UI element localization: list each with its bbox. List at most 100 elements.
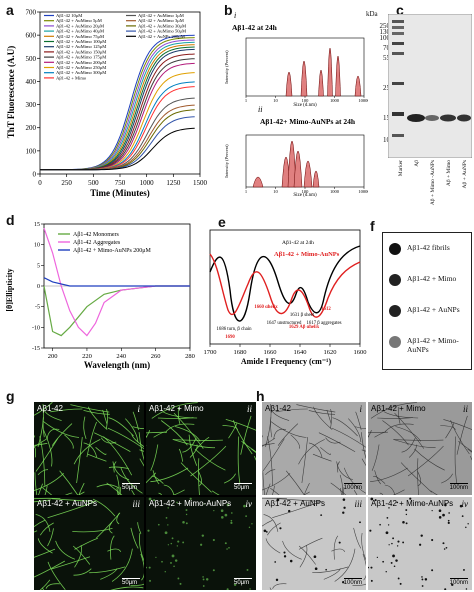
- panel-h-tile: Aβ1-42 + Mimo ii 100nm: [368, 402, 472, 495]
- panel-e-annotation-black: 1686 turn, β chain: [217, 327, 253, 332]
- panel-particle: [448, 512, 450, 514]
- panel-fibril: [173, 412, 204, 449]
- panel-a-ytick-label: 500: [26, 55, 37, 63]
- panel-particle: [226, 548, 228, 550]
- panel-fibril: [393, 439, 444, 441]
- panel-a-ytick-label: 400: [26, 78, 37, 86]
- panel-particle: [164, 571, 166, 573]
- panel-g-tile-title: Aβ1-42 + Mimo: [149, 404, 204, 413]
- panel-fibril: [87, 453, 107, 462]
- panel-fibril: [105, 408, 108, 429]
- panel-a-xtick-label: 1000: [140, 179, 155, 187]
- panel-fibril: [95, 446, 107, 455]
- panel-a-xtick-label: 1500: [193, 179, 208, 187]
- panel-fibril: [348, 418, 362, 443]
- panel-h-tile-number: iv: [461, 499, 469, 509]
- panel-particle: [230, 521, 233, 524]
- panel-a-label: a: [6, 2, 14, 18]
- panel-fibril: [272, 583, 287, 589]
- panel-fibril: [89, 566, 126, 574]
- panel-fibril: [116, 512, 120, 525]
- panel-g-image: [146, 402, 256, 495]
- panel-d-legend-label: Aβ1-42 + Mimo-AuNPs 200μM: [73, 248, 151, 254]
- panel-c-kda: kDa: [366, 10, 378, 18]
- panel-e-xtick-label: 1640: [294, 349, 307, 356]
- panel-c-marker-label: 10: [383, 136, 390, 144]
- panel-g-tile-number: i: [137, 404, 140, 414]
- panel-fibril: [139, 449, 144, 452]
- panel-fibril: [318, 432, 356, 452]
- panel-h-image: [262, 497, 366, 590]
- panel-fibril: [368, 431, 388, 434]
- panel-a-legend-label: Aβ1-42 + AuMimo 40μM: [56, 29, 104, 34]
- panel-d-series-line: [43, 277, 190, 287]
- panel-a-legend-label: Aβ1-42 + AuMimo 1μM: [138, 13, 184, 18]
- panel-f-row-label: Aβ1-42 + Mimo: [407, 274, 457, 283]
- panel-b-peaks-ii: 1 10 100 1000 10000: [245, 140, 368, 194]
- panel-b-peak: [335, 56, 341, 97]
- panel-particle: [386, 516, 389, 519]
- panel-particle: [396, 545, 399, 547]
- panel-fibril: [146, 429, 151, 438]
- panel-fibril: [353, 527, 362, 549]
- panel-particle: [376, 556, 379, 558]
- panel-d-xtick-label: 240: [116, 353, 126, 360]
- panel-fibril: [150, 467, 189, 483]
- panel-fibril: [73, 568, 92, 576]
- panel-fibril: [180, 462, 212, 493]
- panel-particle: [233, 583, 237, 586]
- panel-fibril: [103, 436, 133, 476]
- panel-particle: [379, 523, 381, 526]
- panel-fibril: [333, 535, 339, 560]
- panel-fibril: [163, 484, 175, 495]
- panel-b-peak: [300, 60, 308, 97]
- panel-fibril: [51, 423, 73, 446]
- panel-g-image: [146, 497, 256, 590]
- panel-particle: [421, 576, 423, 578]
- panel-fibril: [194, 448, 226, 471]
- panel-a-legend-label: Aβ1-42 + AuMimo 20μM: [56, 23, 104, 28]
- panel-particle: [165, 516, 168, 519]
- panel-fibril: [132, 426, 144, 430]
- panel-fibril: [190, 445, 227, 477]
- panel-f-dotblot: Aβ1-42 fibrils Aβ1-42 + Mimo Aβ1-42 + AuNP…: [382, 232, 472, 370]
- panel-c-marker-label: 15: [383, 114, 390, 122]
- panel-particle: [447, 519, 450, 522]
- panel-fibril: [45, 583, 60, 589]
- panel-particle: [359, 521, 361, 524]
- panel-fibril: [430, 490, 438, 495]
- panel-g-tile: Aβ1-42 + Mimo-AuNPs iv 50μm: [146, 497, 256, 590]
- panel-particle: [390, 561, 393, 564]
- panel-b-chart: i Aβ1-42 at 24h 1 10 100 1000 10000 Intensit…: [224, 11, 368, 198]
- panel-fibril: [282, 540, 302, 560]
- panel-a-legend-label: Aβ1-42 + AuMimo 5μM: [56, 18, 102, 23]
- panel-fibril: [108, 466, 129, 469]
- panel-particle: [246, 568, 249, 571]
- panel-fibril: [352, 583, 366, 586]
- panel-fibril: [355, 411, 362, 430]
- panel-fibril: [172, 439, 216, 449]
- panel-particle: [392, 554, 395, 558]
- panel-fibril: [458, 440, 472, 452]
- panel-fibril: [265, 538, 281, 554]
- panel-fibril: [35, 438, 59, 472]
- panel-fibril: [285, 470, 305, 495]
- panel-d-legend-label: Aβ1-42 Monomers: [73, 232, 120, 238]
- panel-g-scale-bar: 50μm: [122, 482, 140, 491]
- panel-fibril: [146, 436, 148, 439]
- panel-h-image: [368, 497, 472, 590]
- panel-fibril: [361, 432, 366, 460]
- panel-d-ytick-label: -5: [35, 305, 40, 311]
- panel-fibril: [398, 406, 401, 424]
- panel-fibril: [74, 537, 98, 550]
- panel-d-ytick-label: -15: [32, 346, 40, 352]
- panel-a-legend-label: Aβ1-42 + AuMimo 250μM: [56, 65, 106, 70]
- panel-fibril: [64, 492, 73, 495]
- panel-fibril: [417, 458, 419, 495]
- panel-fibril: [456, 415, 468, 455]
- panel-b-xtick-label: 1: [245, 189, 247, 194]
- panel-fibril: [173, 439, 223, 441]
- panel-fibril: [298, 537, 323, 550]
- panel-fibril: [262, 473, 291, 491]
- panel-b-title-i: Aβ1-42 at 24h: [232, 23, 278, 32]
